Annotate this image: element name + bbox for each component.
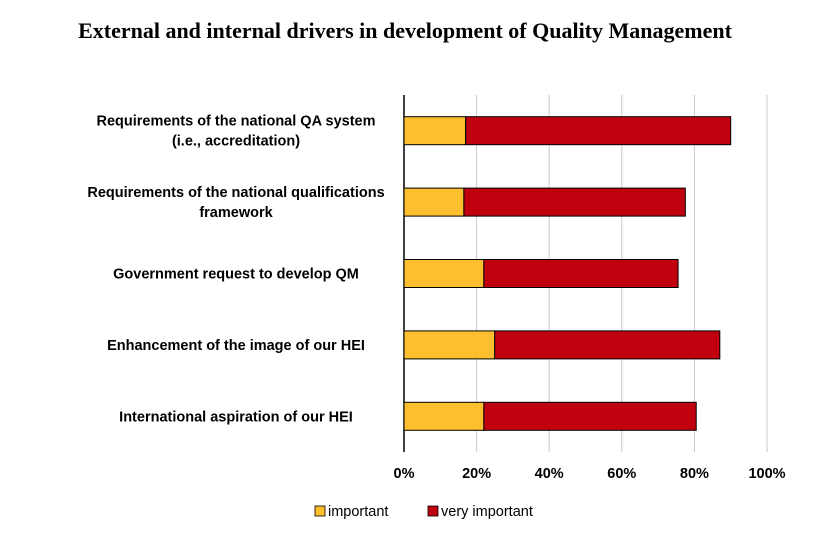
legend-swatch [427, 505, 439, 517]
bar-important [403, 401, 485, 431]
x-tick-label: 0% [394, 466, 415, 482]
x-tick-label: 60% [607, 466, 636, 482]
category-label: (i.e., accreditation) [172, 134, 300, 150]
bar-important [403, 330, 496, 360]
category-label: Government request to develop QM [113, 267, 359, 283]
legend-label: very important [441, 504, 533, 520]
bar-important [403, 259, 485, 288]
bar-very-important [463, 187, 686, 217]
legend-swatch [314, 505, 326, 517]
category-label: framework [199, 205, 273, 221]
x-tick-label: 20% [462, 466, 491, 482]
category-label: Enhancement of the image of our HEI [107, 338, 365, 354]
x-tick-label: 80% [680, 466, 709, 482]
category-label: Requirements of the national qualificati… [87, 185, 384, 201]
bar-very-important [494, 330, 721, 360]
legend-label: important [328, 504, 388, 520]
x-tick-label: 40% [535, 466, 564, 482]
chart-title: External and internal drivers in develop… [78, 18, 732, 43]
category-label: International aspiration of our HEI [119, 409, 353, 425]
bar-important [403, 116, 467, 146]
x-tick-label: 100% [748, 466, 785, 482]
category-label: Requirements of the national QA system [96, 114, 375, 130]
bar-very-important [465, 116, 732, 146]
bar-very-important [483, 401, 697, 431]
bar-very-important [483, 259, 679, 288]
bar-important [403, 187, 465, 217]
